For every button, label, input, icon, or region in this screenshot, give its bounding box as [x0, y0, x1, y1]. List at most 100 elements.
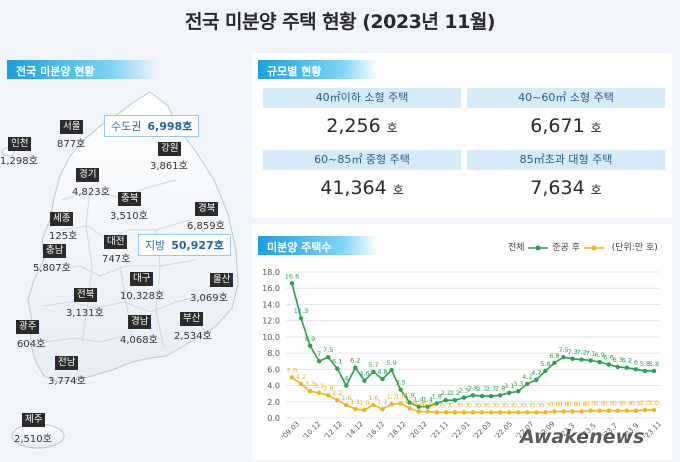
x-tick-label: '18.12 — [386, 420, 407, 441]
data-label: 0.8 — [576, 401, 586, 409]
data-point — [470, 410, 476, 415]
data-point — [398, 387, 403, 392]
data-point — [633, 408, 639, 413]
data-point — [452, 397, 458, 403]
data-point — [479, 393, 485, 399]
data-label: 5.8 — [649, 360, 659, 368]
data-label: 1.0 — [640, 399, 650, 407]
data-label: 1.8 — [432, 392, 442, 400]
capital-area-callout: 수도권 6,998호 — [104, 115, 200, 137]
region-name: 경북 — [195, 202, 219, 216]
data-point — [651, 368, 657, 374]
region-value: 10,328호 — [120, 291, 165, 302]
data-label: 4.2 — [522, 373, 532, 381]
region-name: 강원 — [158, 142, 182, 156]
region-name: 충남 — [43, 244, 67, 258]
region-value: 877호 — [57, 139, 86, 150]
size-cell-header: 40~60㎡ 소형 주택 — [467, 88, 665, 108]
data-label: 3.1 — [314, 382, 324, 390]
data-label: 6.8 — [549, 352, 559, 360]
region-value: 3,131호 — [66, 308, 104, 319]
data-point — [543, 368, 548, 374]
data-point — [624, 408, 630, 413]
region-name: 인천 — [8, 137, 32, 151]
data-point — [298, 316, 304, 321]
data-label: 4 — [344, 375, 348, 383]
region-value: 2,534호 — [174, 331, 212, 342]
data-point — [525, 410, 530, 415]
data-label: 0.7 — [486, 401, 496, 409]
data-point — [570, 409, 575, 414]
data-label: 0.8 — [567, 401, 577, 409]
data-point — [407, 400, 412, 405]
data-point — [588, 358, 593, 363]
size-unit: 호 — [590, 121, 602, 135]
data-point — [507, 410, 512, 415]
data-point — [443, 397, 449, 403]
size-cell-value: 7,634 호 — [467, 177, 665, 199]
size-number: 41,364 — [320, 177, 387, 199]
data-point — [316, 390, 322, 396]
region-name: 세종 — [50, 212, 74, 226]
data-label: 0.7 — [477, 401, 487, 409]
region-value: 6,859호 — [187, 221, 225, 232]
data-point — [407, 406, 412, 411]
watermark-logo: Awakenews — [520, 426, 645, 448]
data-point — [615, 408, 620, 413]
data-label: 2.7 — [486, 385, 496, 393]
unit-note: (단위:만 호) — [611, 243, 658, 253]
data-label: 1.8 — [395, 392, 405, 400]
region-name: 경기 — [76, 168, 100, 182]
chart-section-label: 미분양 주택수 — [258, 236, 378, 255]
data-point — [624, 365, 630, 370]
size-unit: 호 — [392, 183, 404, 197]
region-name: 경남 — [128, 315, 152, 329]
region-name: 제주 — [22, 413, 46, 427]
line-chart: 0.0 2.0 4.0 6.0 8.0 10.0 12.0 14.0 16.0 18.0 '09.0… — [262, 268, 663, 441]
data-label: 5.7 — [368, 361, 378, 369]
region-value: 3,861호 — [150, 161, 188, 172]
data-point — [552, 409, 557, 414]
data-label: 6 — [634, 358, 638, 366]
data-point — [389, 402, 394, 407]
y-tick-label: 14.0 — [262, 300, 280, 309]
data-label: 6.3 — [613, 356, 623, 364]
region-value: 747호 — [102, 254, 131, 265]
region-value: 3,774호 — [48, 376, 86, 387]
data-label: 2.2 — [441, 389, 451, 397]
region-value: 3,069호 — [190, 293, 228, 304]
data-point — [289, 281, 295, 286]
data-label: 4.7 — [531, 369, 541, 377]
data-point — [516, 410, 521, 415]
data-label: 7.5 — [323, 346, 333, 354]
y-tick-label: 4.0 — [267, 382, 280, 391]
data-label: 0.7 — [441, 401, 451, 409]
size-cell-header: 40㎡이하 소형 주택 — [263, 88, 461, 108]
y-tick-label: 16.0 — [262, 284, 280, 293]
data-point — [488, 410, 494, 415]
data-label: 0.9 — [604, 400, 614, 408]
data-point — [579, 357, 584, 362]
region-value: 5,807호 — [33, 263, 71, 274]
data-label: 0.7 — [459, 401, 469, 409]
data-label: 2.8 — [323, 384, 333, 392]
data-label: 0.7 — [450, 401, 460, 409]
data-point — [534, 377, 539, 383]
data-label: 2.2 — [450, 389, 460, 397]
data-label: 2.7 — [477, 385, 487, 393]
region-name: 대전 — [104, 235, 128, 249]
data-point — [398, 401, 403, 406]
data-label: 5.8 — [640, 360, 650, 368]
data-label: 2.8 — [468, 384, 478, 392]
data-point — [615, 364, 620, 370]
y-tick-label: 12.0 — [262, 317, 280, 326]
data-point — [633, 367, 639, 372]
region-value: 604호 — [17, 339, 46, 350]
size-unit: 호 — [386, 121, 398, 135]
local-area-label: 지방 — [145, 239, 166, 252]
data-label: 1.4 — [423, 396, 433, 404]
size-number: 7,634 — [530, 177, 585, 199]
data-point — [416, 409, 421, 414]
size-cell: 60~85㎡ 중형 주택 41,364 호 — [263, 150, 461, 208]
data-label: 0.9 — [622, 400, 632, 408]
